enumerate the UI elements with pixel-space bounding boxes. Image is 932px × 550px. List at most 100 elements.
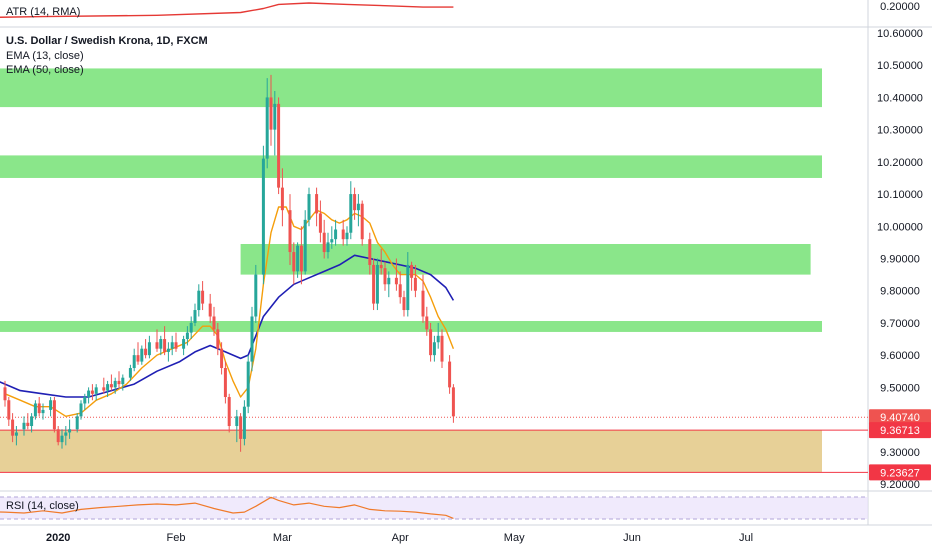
candle-body bbox=[269, 97, 273, 130]
rsi-band bbox=[0, 497, 868, 519]
price-axis[interactable]: 10.60000 10.50000 10.40000 10.30000 10.20000… bbox=[869, 1, 931, 491]
time-tick-label: Jul bbox=[739, 532, 753, 544]
candle-body bbox=[353, 194, 357, 211]
candle-body bbox=[37, 403, 41, 414]
candle-body bbox=[83, 397, 87, 404]
candle-body bbox=[94, 387, 98, 394]
candle bbox=[383, 261, 387, 291]
candle-body bbox=[136, 355, 140, 362]
ema50-label: EMA (50, close) bbox=[6, 64, 84, 76]
candle-body bbox=[185, 332, 189, 340]
candle-body bbox=[33, 403, 37, 417]
time-tick-label: May bbox=[504, 532, 525, 544]
candle-body bbox=[280, 187, 284, 211]
candle bbox=[166, 342, 170, 362]
candle-body bbox=[387, 277, 391, 285]
candle bbox=[318, 200, 322, 243]
candle-body bbox=[22, 422, 26, 430]
candle-body bbox=[429, 329, 433, 356]
candle-body bbox=[432, 342, 436, 356]
candle-body bbox=[326, 242, 330, 253]
candle-body bbox=[368, 239, 372, 265]
price-tag-bg bbox=[869, 409, 931, 426]
candle-body bbox=[296, 245, 300, 272]
candle-body bbox=[349, 194, 353, 233]
candle bbox=[106, 380, 110, 398]
candle-body bbox=[170, 342, 174, 349]
candle-body bbox=[201, 290, 205, 304]
candle bbox=[41, 403, 45, 420]
candle bbox=[11, 413, 15, 443]
candle-body bbox=[246, 361, 250, 407]
candle bbox=[3, 380, 7, 407]
support-zone bbox=[0, 430, 822, 473]
candle bbox=[432, 335, 436, 362]
main-price-pane[interactable] bbox=[0, 0, 932, 526]
candle bbox=[223, 361, 227, 404]
candle bbox=[121, 374, 125, 391]
candle bbox=[227, 393, 231, 433]
time-tick-label: Feb bbox=[167, 532, 186, 544]
candle bbox=[49, 397, 53, 417]
candle bbox=[429, 322, 433, 362]
candle-body bbox=[52, 400, 56, 430]
price-tick-label: 9.60000 bbox=[880, 350, 920, 362]
candle bbox=[185, 326, 189, 346]
candle-body bbox=[440, 335, 444, 362]
candle-body bbox=[299, 245, 303, 272]
candle bbox=[299, 226, 303, 285]
candle-body bbox=[155, 342, 159, 349]
candle bbox=[448, 355, 452, 394]
candle-body bbox=[109, 384, 113, 388]
candle-body bbox=[372, 264, 376, 304]
candle-body bbox=[79, 403, 83, 417]
ema50-line bbox=[0, 254, 455, 398]
price-tag-bg bbox=[869, 464, 931, 481]
candle bbox=[436, 322, 440, 349]
candle bbox=[303, 210, 307, 275]
candle bbox=[7, 397, 11, 427]
candle-body bbox=[356, 203, 360, 211]
candle bbox=[159, 335, 163, 356]
candle bbox=[83, 393, 87, 410]
candle-body bbox=[102, 387, 106, 391]
price-tick-label: 10.50000 bbox=[877, 60, 923, 72]
candle bbox=[33, 400, 37, 420]
price-tick-label: 10.00000 bbox=[877, 221, 923, 233]
candle-body bbox=[121, 377, 125, 385]
candle bbox=[189, 316, 193, 340]
candle-body bbox=[26, 422, 30, 427]
candle bbox=[201, 281, 205, 311]
candle bbox=[425, 306, 429, 336]
price-tick-label: 10.40000 bbox=[877, 92, 923, 104]
atr-line bbox=[0, 2, 454, 18]
candle-body bbox=[163, 339, 167, 352]
candle-body bbox=[140, 348, 144, 362]
candle-body bbox=[227, 397, 231, 427]
candle bbox=[208, 293, 212, 323]
candle bbox=[94, 384, 98, 401]
price-tick-label: 9.20000 bbox=[880, 479, 920, 491]
price-tag: 9.23627 bbox=[869, 464, 931, 481]
price-tag-label: 9.36713 bbox=[880, 425, 920, 437]
candle bbox=[402, 290, 406, 317]
candle bbox=[26, 413, 30, 430]
candle bbox=[30, 413, 34, 433]
candle bbox=[296, 242, 300, 278]
candle-body bbox=[11, 419, 15, 436]
candle-body bbox=[383, 268, 387, 285]
candle bbox=[379, 248, 383, 275]
candle bbox=[356, 194, 360, 227]
candle-body bbox=[41, 409, 45, 414]
price-tick-label: 9.50000 bbox=[880, 382, 920, 394]
candle-body bbox=[30, 416, 34, 427]
candle-body bbox=[292, 252, 296, 272]
time-tick-label: Mar bbox=[273, 532, 292, 544]
candle-body bbox=[182, 339, 186, 349]
candle bbox=[14, 426, 18, 446]
candle-body bbox=[322, 232, 326, 253]
time-axis[interactable]: 2020 Feb Mar Apr May Jun Jul bbox=[46, 532, 753, 544]
time-tick-label: 2020 bbox=[46, 532, 70, 544]
candle bbox=[242, 400, 246, 446]
